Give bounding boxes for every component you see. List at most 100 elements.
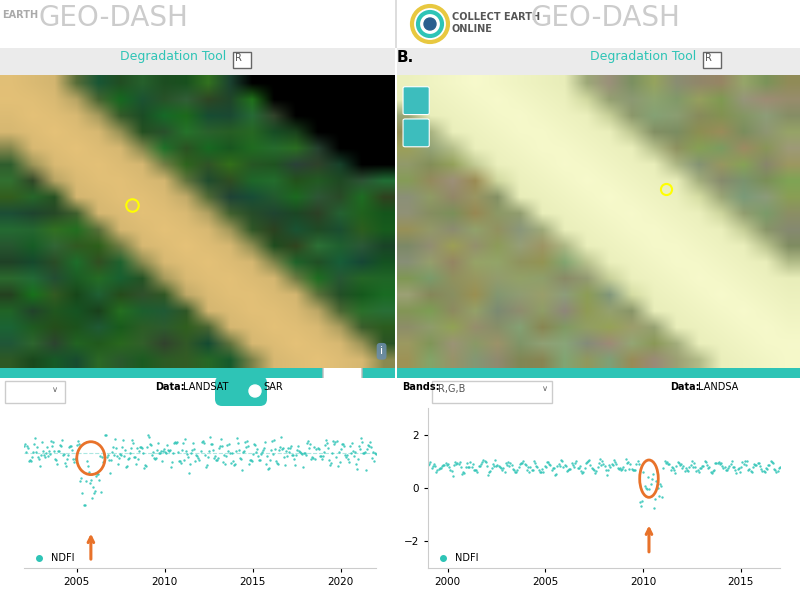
Point <box>65 441 78 451</box>
Point <box>614 463 626 473</box>
Point <box>212 443 225 452</box>
Point <box>461 458 474 467</box>
Point <box>570 456 582 466</box>
Point <box>234 454 247 464</box>
Point <box>496 465 509 475</box>
Point <box>273 445 286 455</box>
Point <box>367 456 380 466</box>
Point <box>303 443 316 453</box>
Point <box>583 455 596 464</box>
Point <box>634 501 647 511</box>
Point <box>487 461 500 470</box>
Point <box>230 446 242 456</box>
Point <box>759 463 772 473</box>
Point <box>222 446 234 456</box>
Point <box>291 445 304 455</box>
Point <box>153 448 166 457</box>
Point <box>170 438 182 448</box>
Point <box>18 441 30 451</box>
Bar <box>0 0 800 48</box>
Point <box>162 445 174 455</box>
Text: LANDSA: LANDSA <box>698 382 738 392</box>
Point <box>711 458 724 468</box>
Point <box>632 459 645 469</box>
Point <box>335 439 348 448</box>
Point <box>674 460 686 470</box>
Point <box>619 454 632 464</box>
Point <box>216 458 229 467</box>
Point <box>100 452 113 462</box>
Point <box>351 454 364 464</box>
Point <box>287 450 300 460</box>
Point <box>297 462 310 472</box>
Point <box>36 437 49 447</box>
Point <box>599 465 612 475</box>
Point <box>258 437 271 446</box>
Point <box>137 448 150 458</box>
Point <box>126 439 139 448</box>
Point <box>26 452 38 462</box>
Legend: NDFI: NDFI <box>29 553 74 563</box>
Point <box>110 451 123 460</box>
Text: R: R <box>235 53 242 63</box>
Point <box>234 453 246 463</box>
Point <box>547 464 560 473</box>
Point <box>198 451 211 460</box>
Point <box>73 439 86 449</box>
Point <box>617 462 630 472</box>
Text: Degradation Tool: Degradation Tool <box>120 50 226 63</box>
Point <box>670 461 683 471</box>
Point <box>214 434 227 444</box>
Point <box>258 443 270 453</box>
Point <box>516 458 529 467</box>
Point <box>441 461 454 470</box>
Point <box>672 458 685 468</box>
Point <box>750 460 763 470</box>
Point <box>278 452 290 461</box>
Point <box>77 500 90 509</box>
Point <box>563 464 576 474</box>
Legend: NDFI: NDFI <box>433 553 478 563</box>
Point <box>205 439 218 449</box>
Point <box>598 461 611 471</box>
Point <box>426 461 439 471</box>
Point <box>706 466 719 476</box>
Point <box>684 460 697 469</box>
Bar <box>5 381 65 403</box>
Bar <box>233 52 251 68</box>
Point <box>559 461 572 471</box>
Point <box>50 455 62 464</box>
Point <box>122 454 134 463</box>
Point <box>201 452 214 461</box>
Point <box>425 463 438 473</box>
Point <box>714 459 726 469</box>
Point <box>737 459 750 469</box>
Point <box>117 435 130 445</box>
Point <box>694 464 706 473</box>
Point <box>231 438 244 448</box>
Point <box>431 465 444 475</box>
Point <box>465 462 478 472</box>
Point <box>203 432 216 442</box>
Point <box>233 446 246 455</box>
Point <box>69 454 82 463</box>
Point <box>346 446 359 456</box>
Point <box>442 463 455 472</box>
Point <box>261 451 274 461</box>
Point <box>34 450 47 460</box>
Point <box>282 443 294 453</box>
Point <box>539 462 552 472</box>
Point <box>481 461 494 471</box>
Point <box>503 461 516 470</box>
Point <box>624 460 637 469</box>
Point <box>45 436 58 446</box>
Point <box>534 467 546 477</box>
Point <box>79 476 92 486</box>
Point <box>190 450 203 460</box>
Point <box>165 463 178 472</box>
Point <box>110 443 122 453</box>
Point <box>657 464 670 473</box>
Point <box>274 442 286 452</box>
Point <box>606 459 618 469</box>
Point <box>206 446 219 455</box>
